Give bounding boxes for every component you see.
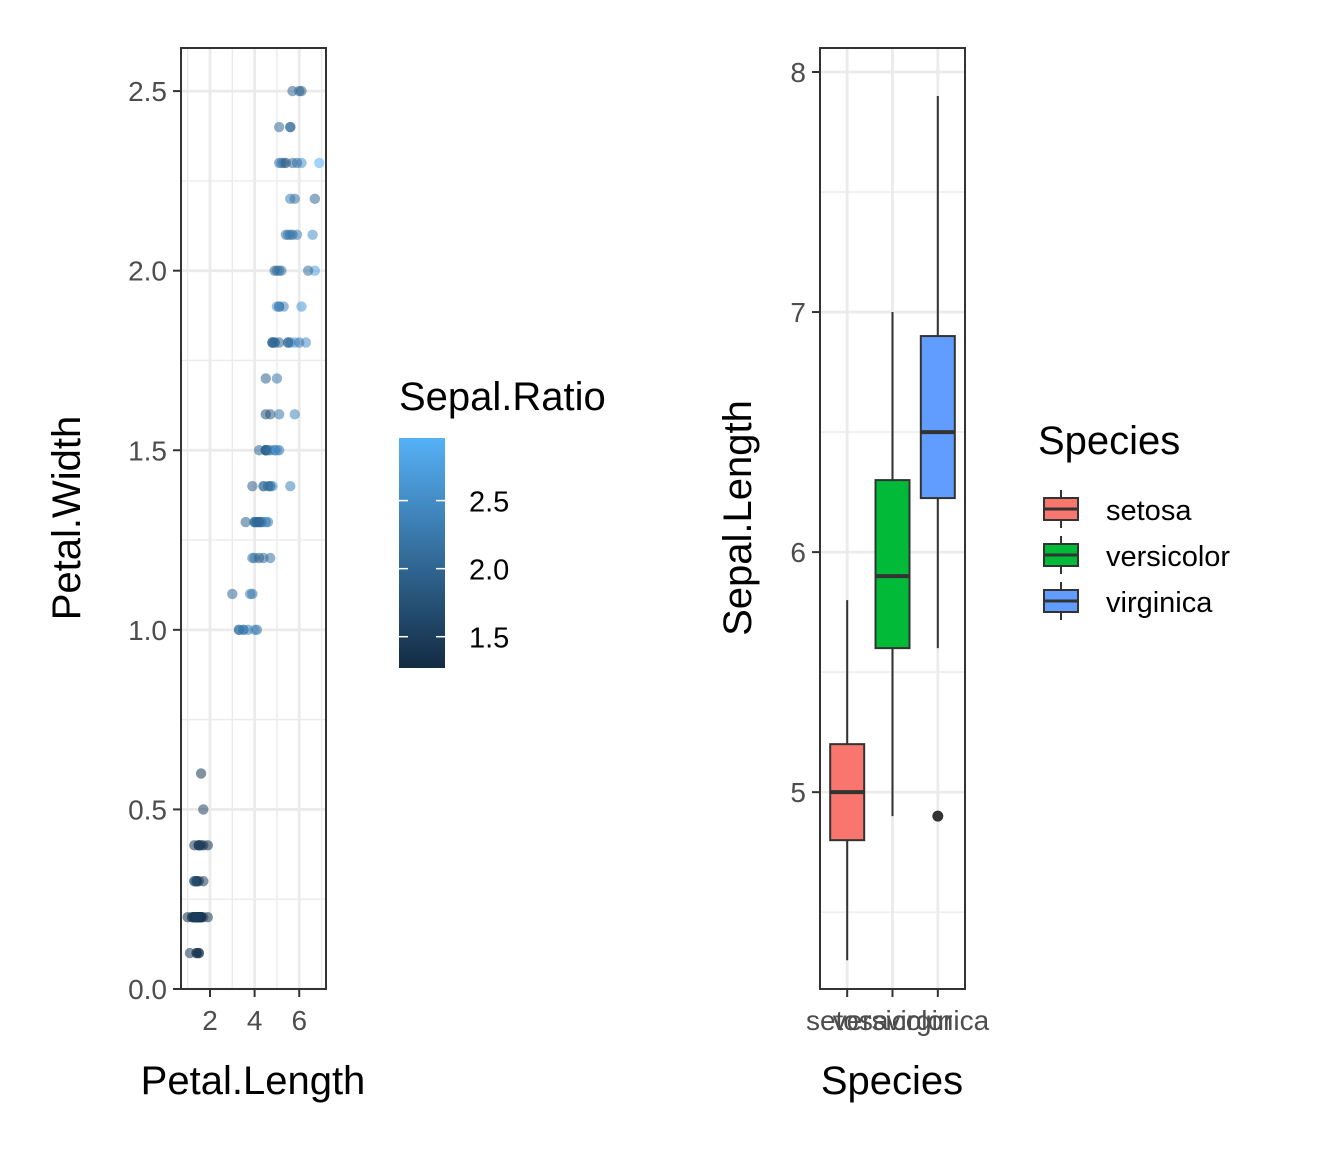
scatter-y-tick-label: 0.0: [128, 974, 167, 1005]
scatter-x-tick-label: 6: [291, 1005, 307, 1036]
scatter-point: [285, 193, 296, 205]
species-legend-label: versicolor: [1106, 541, 1230, 573]
scatter-point: [195, 768, 207, 779]
colorbar-tick-label: 1.5: [469, 623, 509, 655]
scatter-points: [182, 85, 325, 959]
scatter-point: [302, 265, 314, 276]
box-y-tick-label: 5: [790, 777, 806, 808]
species-legend-keys: setosa versicolor virginica: [1043, 490, 1230, 620]
species-legend: Species setosa versicolor virginica: [1038, 419, 1230, 620]
scatter-point: [289, 409, 300, 420]
scatter-x-tick-label: 2: [202, 1005, 218, 1036]
scatter-point: [253, 552, 265, 564]
colorbar-ticks: 1.5 2.0 2.5: [399, 487, 509, 655]
scatter-point: [244, 588, 256, 600]
scatter-y-tick-label: 2.0: [128, 256, 167, 287]
scatter-y-tick-label: 0.5: [128, 794, 167, 825]
scatter-point: [273, 409, 285, 420]
scatter-x-axis-title: Petal.Length: [141, 1059, 366, 1103]
scatter-point: [273, 337, 285, 348]
scatter-point: [273, 445, 285, 456]
scatter-y-tick-label: 2.5: [128, 76, 167, 107]
scatter-point: [227, 588, 238, 600]
scatter-point: [202, 840, 213, 851]
box-body-virginica: [919, 335, 956, 500]
scatter-y-tick-label: 1.5: [128, 435, 167, 466]
scatter-point: [276, 265, 287, 276]
colorbar-title: Sepal.Ratio: [399, 375, 606, 419]
colorbar-legend: Sepal.Ratio 1.5 2.0 2.5: [399, 375, 606, 668]
scatter-point: [251, 516, 263, 528]
scatter-point: [240, 516, 251, 528]
species-legend-label: setosa: [1106, 495, 1192, 527]
scatter-point: [233, 624, 245, 636]
scatter-point: [262, 480, 274, 492]
scatter-point: [291, 157, 303, 169]
scatter-point: [247, 480, 258, 492]
scatter-point: [271, 301, 283, 312]
scatter-point: [251, 624, 263, 636]
scatter-panel-border: [180, 47, 327, 990]
scatter-point: [296, 301, 307, 312]
scatter-point: [273, 121, 285, 133]
scatter-point: [198, 804, 209, 815]
species-legend-label: virginica: [1106, 587, 1213, 619]
box-outlier-virginica: [932, 810, 944, 822]
scatter-point: [191, 876, 202, 887]
scatter-point: [285, 480, 296, 492]
box-x-axis-title: Species: [821, 1059, 963, 1103]
scatter-point: [294, 337, 305, 348]
scatter-y-tick-label: 1.0: [128, 615, 167, 646]
box-x-tick-label: virginica: [886, 1005, 989, 1036]
scatter-point: [191, 911, 202, 923]
box-x-tick-label: versicolor: [833, 1005, 953, 1036]
box-y-tick-label: 8: [790, 57, 806, 88]
box-y-axis-title: Sepal.Length: [716, 400, 760, 636]
scatter-panel: 2 4 6 0.0 0.5 1.0 1.5 2.0 2.5 Petal.Length Petal…: [45, 47, 366, 1103]
scatter-point: [260, 409, 271, 420]
scatter-point: [280, 157, 292, 169]
scatter-y-axis-title: Petal.Width: [45, 416, 89, 621]
scatter-point: [260, 373, 271, 384]
species-legend-title: Species: [1038, 419, 1180, 463]
scatter-point: [282, 337, 294, 348]
colorbar-tick-label: 2.5: [469, 487, 509, 519]
scatter-point: [280, 229, 292, 240]
scatter-point: [193, 840, 205, 851]
scatter-point: [271, 373, 283, 384]
scatter-point: [285, 121, 296, 133]
colorbar-tick-label: 2.0: [469, 555, 509, 587]
scatter-point: [191, 947, 202, 959]
boxplot-marks: [829, 96, 956, 961]
scatter-x-tick-label: 4: [247, 1005, 263, 1036]
scatter-point: [287, 85, 298, 97]
scatter-point: [242, 624, 254, 636]
scatter-point: [296, 85, 307, 97]
box-y-tick-label: 7: [790, 297, 806, 328]
scatter-axes: 2 4 6 0.0 0.5 1.0 1.5 2.0 2.5: [128, 76, 307, 1036]
scatter-point: [309, 193, 321, 205]
box-body-versicolor: [874, 479, 911, 650]
scatter-point: [314, 157, 325, 169]
box-x-tick-label: setosa: [806, 1005, 889, 1036]
scatter-point: [307, 229, 318, 240]
colorbar-gradient: [399, 438, 445, 668]
box-y-tick-label: 6: [790, 537, 806, 568]
